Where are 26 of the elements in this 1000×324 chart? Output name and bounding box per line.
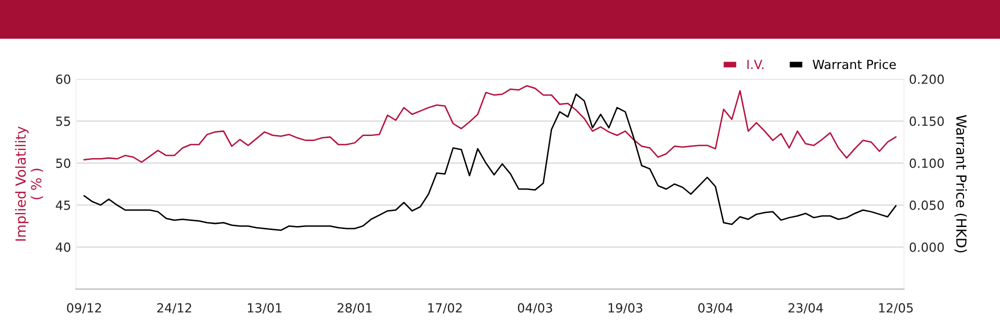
y-tick-label: 60 xyxy=(56,74,70,84)
y2-tick-label: 0.100 xyxy=(910,158,944,168)
x-tick-label: 28/01 xyxy=(338,303,372,314)
x-tick-label: 17/02 xyxy=(428,303,462,314)
y-tick-label: 40 xyxy=(56,242,70,252)
y2-axis-title: Warrant Price (HKD) xyxy=(954,114,967,252)
x-tick-label: 13/01 xyxy=(248,303,282,314)
y-tick-label: 45 xyxy=(56,200,70,210)
x-tick-label: 19/03 xyxy=(608,303,642,314)
x-tick-label: 09/12 xyxy=(67,303,101,314)
y2-tick-label: 0.000 xyxy=(910,242,944,252)
y2-tick-label: 0.200 xyxy=(910,74,944,84)
x-tick-label: 23/04 xyxy=(788,303,823,314)
y2-tick-label: 0.050 xyxy=(910,200,944,210)
line-series xyxy=(84,93,896,231)
x-tick-label: 12/05 xyxy=(879,303,913,314)
x-tick-label: 24/12 xyxy=(157,303,192,314)
y-tick-label: 50 xyxy=(56,158,70,168)
line-series xyxy=(84,85,896,163)
x-tick-label: 03/04 xyxy=(698,303,733,314)
y-axis-title: Implied Volatility ( % ) xyxy=(15,126,44,241)
legend-label: Warrant Price xyxy=(812,59,896,70)
y-tick-label: 55 xyxy=(56,116,70,126)
y2-tick-label: 0.150 xyxy=(910,116,944,126)
x-tick-label: 04/03 xyxy=(518,303,552,314)
legend-label: I.V. xyxy=(747,60,764,69)
